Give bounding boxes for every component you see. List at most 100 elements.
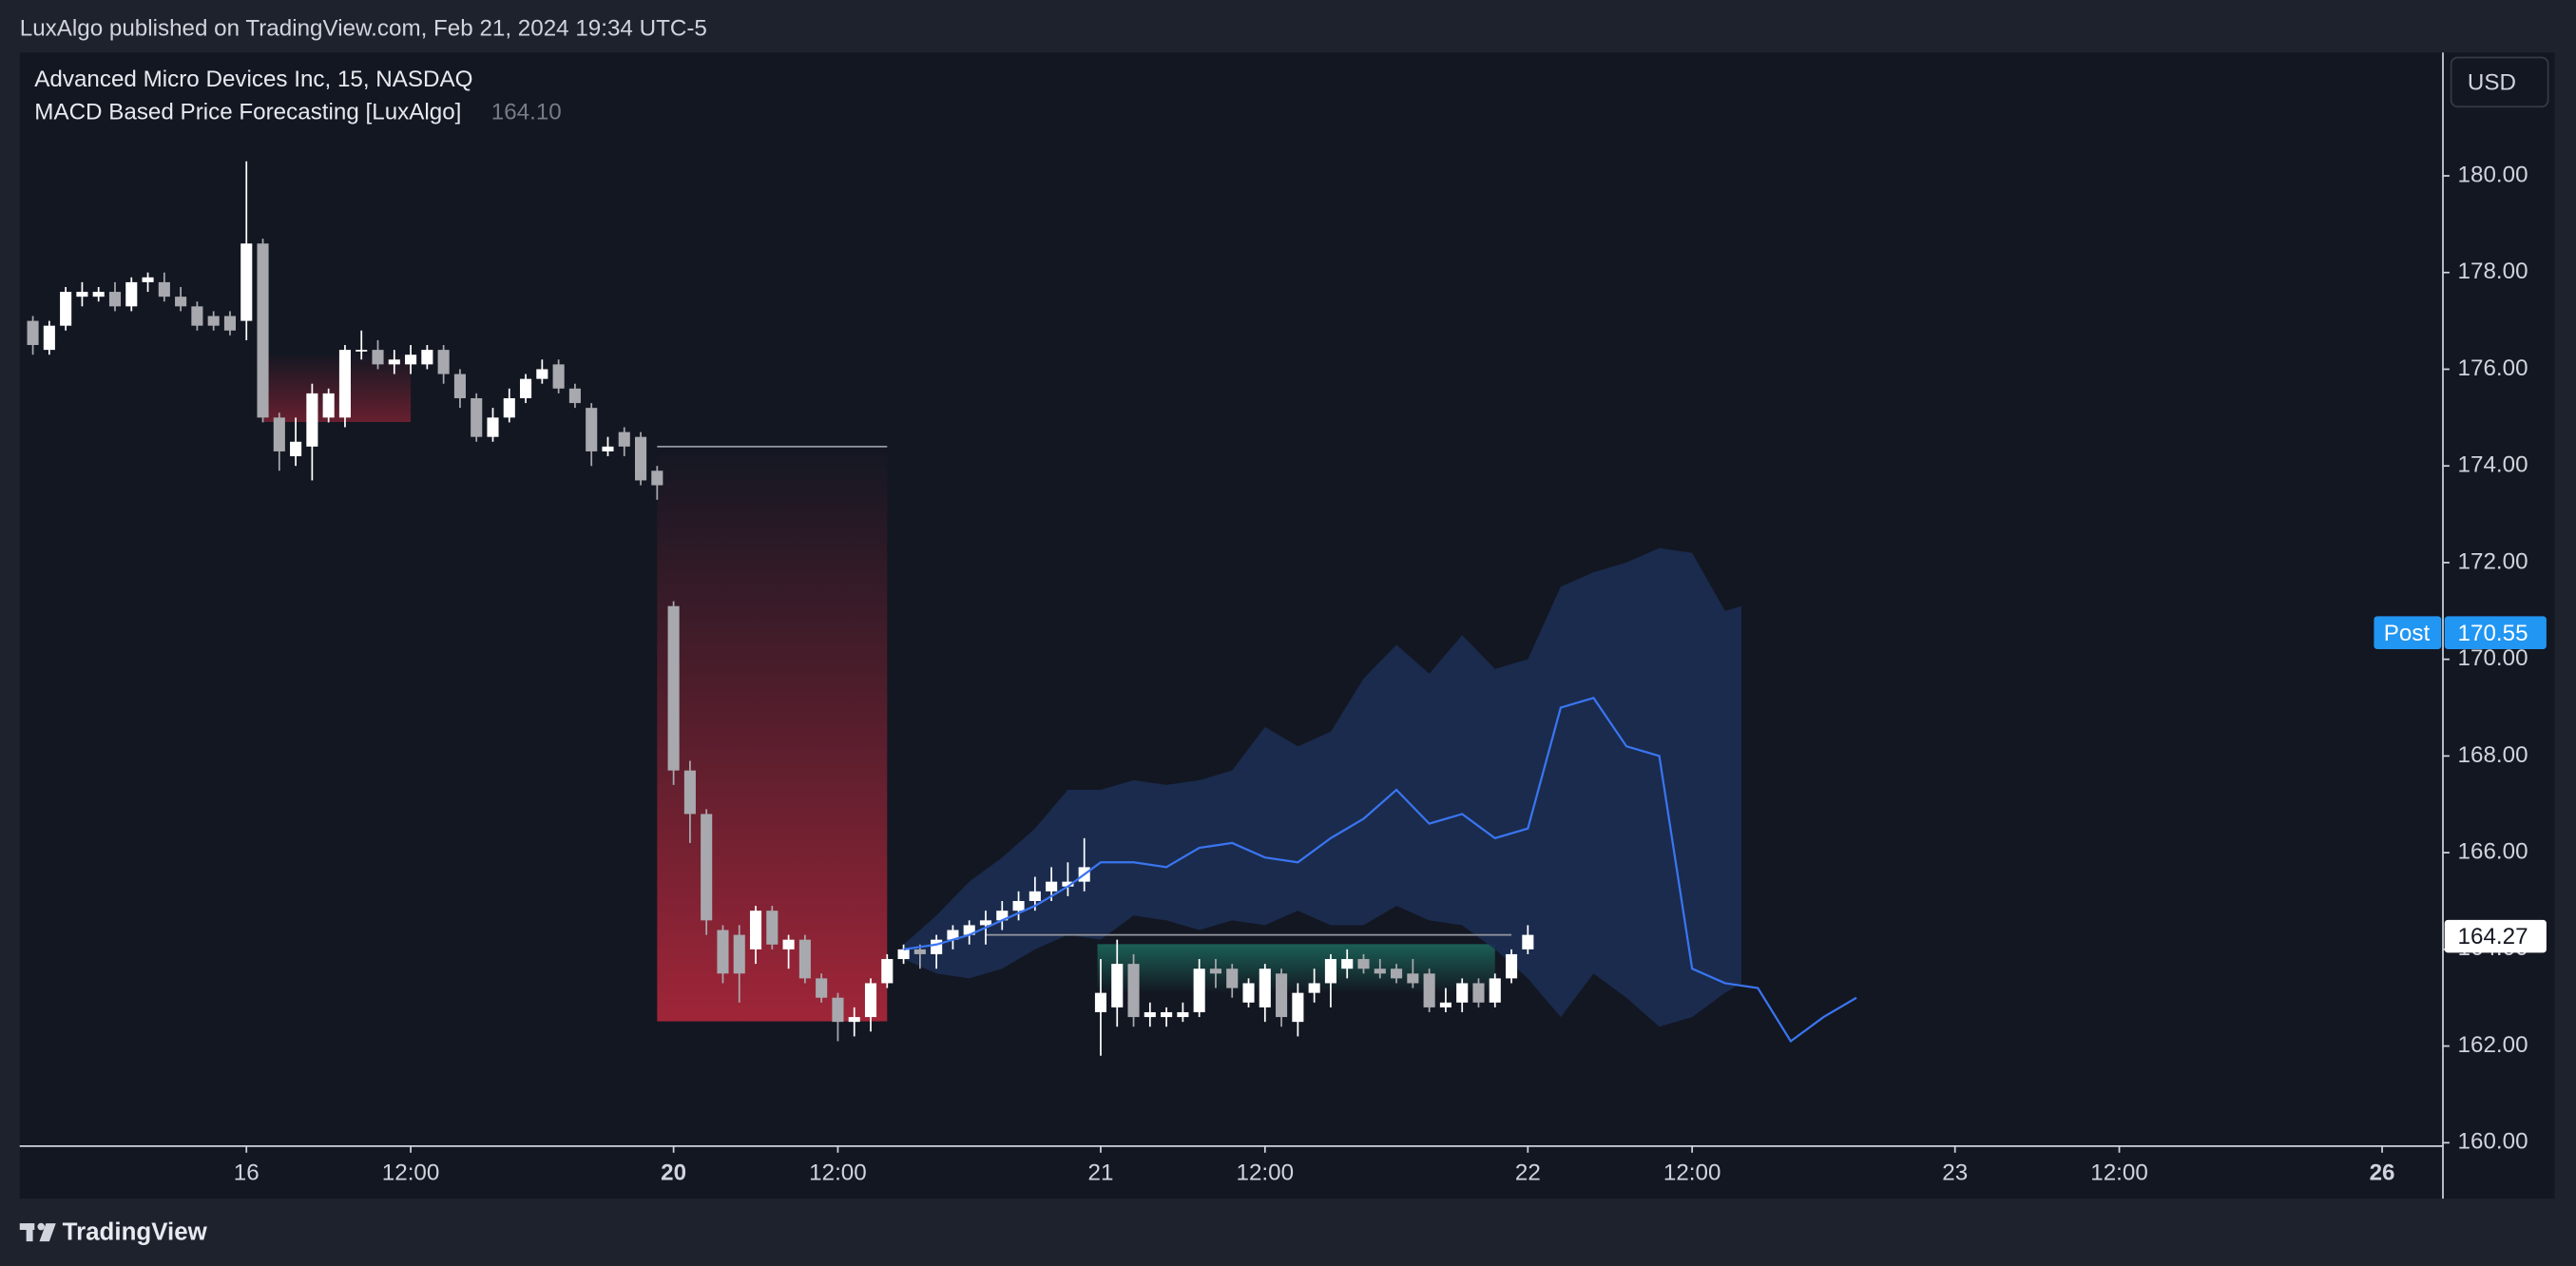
currency-label[interactable]: USD (2468, 70, 2516, 96)
candle-body (717, 930, 729, 974)
candle-body (864, 983, 877, 1018)
forecast-zone (1097, 944, 1495, 994)
candle-body (651, 470, 663, 486)
candle-body (1127, 964, 1140, 1018)
x-tick-label: 21 (1088, 1160, 1114, 1186)
main-layer: 160.00162.00164.00166.00168.00170.00172.… (27, 161, 2547, 1186)
candle-body (634, 436, 647, 481)
candle-body (240, 243, 253, 321)
candle-body (1308, 983, 1320, 993)
y-tick-label: 162.00 (2458, 1032, 2528, 1058)
candle-body (1374, 969, 1386, 974)
candle-body (388, 359, 400, 365)
candle-body (996, 911, 1009, 921)
x-tick-label: 16 (234, 1160, 260, 1186)
x-tick-label: 12:00 (1237, 1160, 1295, 1186)
price-label: 164.27 (2458, 924, 2528, 950)
candle-body (881, 959, 894, 984)
plot-background (19, 52, 2555, 1199)
brand-logo (19, 1222, 56, 1242)
candle-body (552, 364, 565, 389)
candle-body (913, 949, 926, 954)
indicator-value: 164.10 (491, 100, 562, 125)
x-tick-label: 12:00 (2090, 1160, 2148, 1186)
y-tick-label: 176.00 (2458, 355, 2528, 381)
candle-body (816, 978, 828, 998)
candle-body (1144, 1011, 1156, 1018)
candle-body (520, 378, 532, 398)
candle-body (92, 292, 105, 297)
price-label-box (2444, 919, 2547, 953)
y-tick-label: 168.00 (2458, 742, 2528, 768)
x-tick-label: 12:00 (382, 1160, 440, 1186)
x-tick-label: 12:00 (1663, 1160, 1721, 1186)
candle-body (1439, 1002, 1451, 1007)
x-tick-label: 20 (661, 1160, 686, 1186)
y-tick-label: 166.00 (2458, 839, 2528, 865)
candle-body (1209, 969, 1222, 974)
candle-body (602, 446, 614, 451)
candle-body (947, 930, 959, 940)
price-tag: Post (2384, 621, 2431, 646)
candle-body (1094, 992, 1107, 1012)
candle-body (290, 441, 302, 457)
candle-body (1522, 934, 1534, 950)
candle-body (618, 432, 630, 447)
candle-body (1259, 969, 1271, 1007)
forecast-zone (262, 353, 412, 422)
candle-body (1407, 973, 1419, 984)
candle-body (979, 920, 992, 926)
candle-body (1506, 953, 1518, 979)
candle-body (223, 316, 237, 331)
candle-body (683, 770, 696, 815)
price-label: 170.55 (2458, 621, 2528, 646)
x-tick-label: 22 (1515, 1160, 1541, 1186)
candle-body (487, 417, 499, 437)
candle-body (453, 374, 466, 398)
candle-body (158, 281, 170, 297)
candle-body (1391, 969, 1403, 979)
candle-body (782, 939, 795, 950)
candle-body (322, 393, 335, 418)
candle-body (1456, 983, 1469, 1003)
candle-body (1046, 881, 1058, 892)
candle-body (1028, 891, 1041, 901)
candle-body (108, 292, 122, 307)
candle-body (503, 397, 515, 418)
candle-body (1292, 992, 1304, 1023)
candle-body (897, 949, 910, 960)
price-label-box (2444, 616, 2547, 649)
currency-button[interactable] (2450, 56, 2549, 108)
candle-body (1472, 983, 1485, 1003)
candle-body (848, 1017, 860, 1023)
published-note: LuxAlgo published on TradingView.com, Fe… (20, 15, 707, 41)
band-layer (903, 547, 1742, 1027)
candle-body (471, 397, 483, 437)
candle-body (142, 277, 154, 282)
candle-body (1012, 900, 1025, 911)
candle-body (667, 605, 680, 771)
candle-body (405, 355, 417, 365)
candle-body (43, 325, 55, 351)
candle-body (1161, 1011, 1173, 1018)
y-tick-label: 174.00 (2458, 452, 2528, 478)
chart-title: Advanced Micro Devices Inc, 15, NASDAQ (34, 67, 472, 92)
candle-body (832, 997, 844, 1023)
candle-body (963, 925, 975, 935)
candle-body (1177, 1011, 1189, 1018)
candle-body (356, 350, 368, 352)
candle-body (1062, 881, 1074, 887)
candle-body (372, 350, 384, 365)
candle-body (1357, 959, 1370, 969)
candle-body (306, 393, 318, 447)
brand-name: TradingView (63, 1218, 208, 1245)
candle-body (257, 243, 269, 418)
candle-body (701, 814, 713, 921)
candle-body (931, 939, 943, 954)
forecast-band (903, 547, 1742, 1027)
candle-body (125, 281, 138, 307)
candle-body (1226, 969, 1239, 988)
